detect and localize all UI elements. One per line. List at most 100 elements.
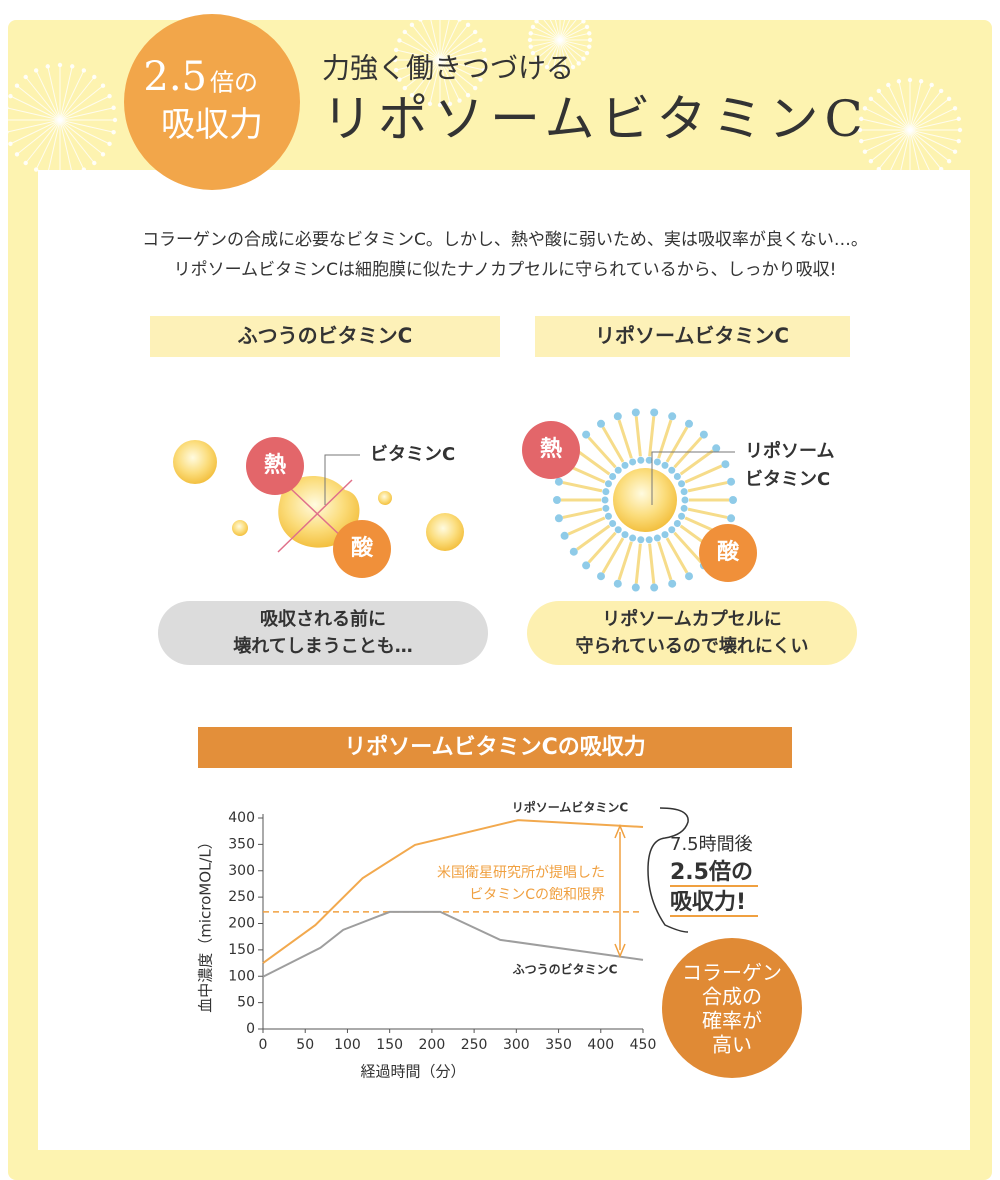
decoration-ray xyxy=(559,16,580,41)
collagen-text: 合成の xyxy=(702,985,762,1009)
liposome-core xyxy=(613,468,677,532)
decoration-dot xyxy=(957,127,963,133)
lipid-head xyxy=(699,430,708,439)
decoration-ray xyxy=(59,119,85,170)
heading-box xyxy=(150,316,500,357)
decoration-ray xyxy=(47,119,61,174)
decoration-dot xyxy=(45,64,50,69)
lipid-head xyxy=(553,496,561,504)
decoration-dot xyxy=(938,88,944,94)
decoration-ray xyxy=(532,39,561,54)
lipid-tail xyxy=(601,426,625,463)
decoration-ray xyxy=(16,85,61,121)
y-tick-label: 0 xyxy=(246,1021,255,1037)
leader-line xyxy=(324,454,360,505)
decoration-dot xyxy=(528,31,533,36)
y-tick-label: 250 xyxy=(228,889,255,905)
decoration-ray xyxy=(887,129,911,176)
y-tick-label: 200 xyxy=(228,916,255,932)
lipid-head xyxy=(629,534,637,542)
lipid-head xyxy=(685,572,693,581)
decoration-ray xyxy=(439,16,451,61)
intro-line: リポソームビタミンCは細胞膜に似たナノカプセルに守られているから、しっかり吸収! xyxy=(174,260,837,280)
callout-text: 吸収力! xyxy=(670,890,746,915)
decoration-dot xyxy=(100,152,106,157)
decoration-ray xyxy=(540,39,561,64)
decoration-dot xyxy=(481,47,487,53)
decoration-ray xyxy=(396,49,441,61)
lipid-head xyxy=(613,579,622,588)
decoration-dot xyxy=(418,98,423,103)
lipid-head xyxy=(609,520,617,528)
decoration-dot xyxy=(544,10,550,16)
decoration-dot xyxy=(557,67,563,73)
lipid-head xyxy=(645,536,653,544)
decoration-ray xyxy=(411,24,441,61)
lipid-head xyxy=(604,512,612,520)
decoration-ray xyxy=(861,118,911,131)
decoration-ray xyxy=(59,66,73,121)
x-tick-label: 450 xyxy=(630,1037,657,1053)
decoration-ray xyxy=(439,40,481,61)
decoration-ray xyxy=(559,39,568,70)
lipid-head xyxy=(661,461,669,469)
lipid-head xyxy=(680,488,688,496)
subtitle: 力強く働きつづける xyxy=(322,52,574,85)
decoration-dot xyxy=(557,7,563,13)
series-label: リポソームビタミンC xyxy=(512,800,629,815)
caption: 吸収される前に xyxy=(260,608,386,630)
decoration-dot xyxy=(472,85,478,91)
lipid-head xyxy=(645,456,653,464)
decoration-ray xyxy=(909,129,956,153)
decoration-ray xyxy=(420,59,441,101)
lipid-head xyxy=(614,526,622,534)
x-tick-label: 250 xyxy=(461,1037,488,1053)
lipid-tail xyxy=(679,449,714,476)
decoration-dot xyxy=(907,77,913,83)
badge xyxy=(124,14,300,190)
caption-pill xyxy=(527,601,857,665)
decoration-ray xyxy=(559,26,588,41)
y-tick-label: 100 xyxy=(228,968,255,984)
decoration-ray xyxy=(6,107,61,121)
decoration-dot xyxy=(952,106,958,111)
decoration-dot xyxy=(564,67,569,72)
vitamin-particle xyxy=(378,491,392,505)
collagen-text: 高い xyxy=(712,1033,752,1057)
decoration-ray xyxy=(909,84,933,131)
decoration-dot xyxy=(472,29,478,35)
heat-icon xyxy=(522,421,580,479)
decoration-dot xyxy=(539,14,544,19)
illustration-label: ビタミンC xyxy=(370,444,455,465)
lipid-head xyxy=(597,572,605,581)
lipid-tail xyxy=(634,416,642,457)
decoration-dot xyxy=(859,138,864,144)
lipid-tail xyxy=(567,516,606,536)
callout-text: 7.5時間後 xyxy=(670,834,753,855)
lipid-head xyxy=(712,444,721,453)
reference-label: ビタミンCの飽和限界 xyxy=(469,887,605,903)
decoration-ray xyxy=(559,10,568,41)
lipid-head xyxy=(668,579,677,588)
chart: 0 50 100 150 200 250 300 350 400 0 50 100 150 200 250 3… xyxy=(197,800,657,1081)
lipid-head xyxy=(653,534,661,542)
decoration-ray xyxy=(399,59,441,80)
y-tick-label: 350 xyxy=(228,836,255,852)
decoration-dot xyxy=(886,82,891,88)
cross xyxy=(289,487,346,541)
lipid-head xyxy=(560,531,569,540)
decoration-dot xyxy=(551,8,556,13)
decoration-dot xyxy=(581,56,586,61)
decoration-dot xyxy=(33,167,39,172)
decoration xyxy=(2,7,963,183)
heading: ふつうのビタミンC xyxy=(238,324,413,348)
lipid-head xyxy=(729,496,737,504)
decoration-ray xyxy=(59,119,114,133)
decoration-ray xyxy=(552,10,561,41)
decoration-dot xyxy=(859,116,864,122)
decoration-dot xyxy=(581,19,586,24)
decoration-dot xyxy=(570,64,576,70)
decoration-dot xyxy=(107,141,112,147)
caption: リポソームカプセルに xyxy=(602,608,781,630)
